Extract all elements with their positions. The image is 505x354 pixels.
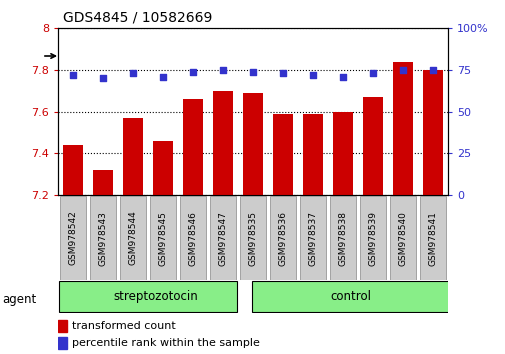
Bar <box>302 114 322 195</box>
Point <box>219 67 227 73</box>
Point <box>248 69 257 74</box>
Bar <box>63 145 83 195</box>
Text: GSM978535: GSM978535 <box>248 211 257 266</box>
Bar <box>58 337 67 349</box>
Text: GDS4845 / 10582669: GDS4845 / 10582669 <box>63 11 212 25</box>
Point <box>428 67 436 73</box>
Text: GSM978545: GSM978545 <box>158 211 167 266</box>
Bar <box>332 112 352 195</box>
Bar <box>93 170 113 195</box>
Point <box>69 72 77 78</box>
Text: GSM978536: GSM978536 <box>278 211 287 266</box>
Text: GSM978547: GSM978547 <box>218 211 227 266</box>
Text: GSM978537: GSM978537 <box>308 211 317 266</box>
Text: control: control <box>329 290 370 303</box>
Point <box>368 70 376 76</box>
Bar <box>123 118 142 195</box>
Text: agent: agent <box>3 293 37 306</box>
Point <box>189 69 197 74</box>
Point <box>99 75 107 81</box>
Bar <box>243 93 262 195</box>
Text: GSM978544: GSM978544 <box>128 211 137 266</box>
FancyBboxPatch shape <box>149 196 176 280</box>
Text: GSM978540: GSM978540 <box>397 211 407 266</box>
Point <box>338 74 346 79</box>
Text: streptozotocin: streptozotocin <box>113 290 197 303</box>
FancyBboxPatch shape <box>419 196 445 280</box>
FancyBboxPatch shape <box>239 196 266 280</box>
Bar <box>153 141 173 195</box>
FancyBboxPatch shape <box>90 196 116 280</box>
FancyBboxPatch shape <box>252 281 461 312</box>
FancyBboxPatch shape <box>59 281 237 312</box>
Bar <box>392 62 412 195</box>
Bar <box>363 97 382 195</box>
Bar <box>213 91 232 195</box>
Bar <box>183 99 203 195</box>
FancyBboxPatch shape <box>269 196 295 280</box>
Point <box>278 70 286 76</box>
FancyBboxPatch shape <box>389 196 415 280</box>
FancyBboxPatch shape <box>329 196 356 280</box>
Text: GSM978542: GSM978542 <box>69 211 78 266</box>
FancyBboxPatch shape <box>179 196 206 280</box>
FancyBboxPatch shape <box>299 196 326 280</box>
Point <box>398 67 406 73</box>
FancyBboxPatch shape <box>210 196 236 280</box>
Text: GSM978538: GSM978538 <box>338 211 347 266</box>
Point <box>159 74 167 79</box>
FancyBboxPatch shape <box>359 196 385 280</box>
Point <box>308 72 316 78</box>
FancyBboxPatch shape <box>120 196 146 280</box>
Text: GSM978539: GSM978539 <box>368 211 377 266</box>
Text: transformed count: transformed count <box>72 321 175 331</box>
Bar <box>422 70 442 195</box>
Bar <box>58 320 67 332</box>
Bar <box>273 114 292 195</box>
FancyBboxPatch shape <box>60 196 86 280</box>
Text: GSM978543: GSM978543 <box>98 211 108 266</box>
Point <box>129 70 137 76</box>
Text: percentile rank within the sample: percentile rank within the sample <box>72 338 259 348</box>
Text: GSM978546: GSM978546 <box>188 211 197 266</box>
Text: GSM978541: GSM978541 <box>427 211 436 266</box>
